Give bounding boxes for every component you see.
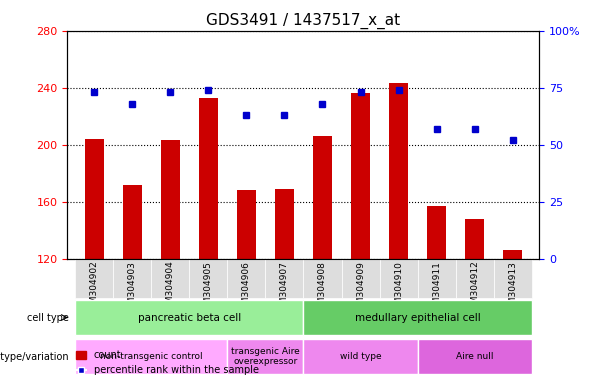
Bar (123, 185, 142, 259)
Text: GSM304910: GSM304910 (394, 261, 403, 316)
Bar (503, 250, 522, 259)
FancyBboxPatch shape (303, 339, 417, 374)
Bar (85, 139, 104, 259)
Bar (351, 93, 370, 259)
FancyBboxPatch shape (75, 259, 113, 298)
FancyBboxPatch shape (189, 259, 227, 298)
FancyBboxPatch shape (303, 259, 341, 298)
Text: GSM304902: GSM304902 (89, 261, 99, 315)
FancyBboxPatch shape (113, 259, 151, 298)
Legend: count, percentile rank within the sample: count, percentile rank within the sample (72, 346, 262, 379)
Text: GSM304908: GSM304908 (318, 261, 327, 316)
Text: transgenic Aire
overexpressor: transgenic Aire overexpressor (231, 347, 300, 366)
Text: medullary epithelial cell: medullary epithelial cell (355, 313, 481, 323)
FancyBboxPatch shape (493, 259, 532, 298)
Bar (275, 189, 294, 259)
Text: non-transgenic control: non-transgenic control (100, 352, 202, 361)
Text: wild type: wild type (340, 352, 381, 361)
FancyBboxPatch shape (417, 259, 455, 298)
Text: pancreatic beta cell: pancreatic beta cell (137, 313, 241, 323)
FancyBboxPatch shape (265, 259, 303, 298)
Text: GSM304903: GSM304903 (128, 261, 137, 316)
FancyBboxPatch shape (455, 259, 493, 298)
FancyBboxPatch shape (341, 259, 379, 298)
Text: GSM304905: GSM304905 (204, 261, 213, 316)
Title: GDS3491 / 1437517_x_at: GDS3491 / 1437517_x_at (207, 13, 400, 29)
FancyBboxPatch shape (75, 300, 303, 335)
Bar (199, 98, 218, 259)
Text: GSM304909: GSM304909 (356, 261, 365, 316)
FancyBboxPatch shape (303, 300, 532, 335)
Text: genotype/variation: genotype/variation (0, 352, 69, 362)
Text: GSM304907: GSM304907 (280, 261, 289, 316)
FancyBboxPatch shape (75, 339, 227, 374)
Text: GSM304913: GSM304913 (508, 261, 517, 316)
Bar (389, 83, 408, 259)
Text: cell type: cell type (28, 313, 69, 323)
Bar (161, 141, 180, 259)
Bar (237, 190, 256, 259)
FancyBboxPatch shape (227, 339, 303, 374)
FancyBboxPatch shape (151, 259, 189, 298)
Text: GSM304906: GSM304906 (242, 261, 251, 316)
FancyBboxPatch shape (417, 339, 532, 374)
FancyBboxPatch shape (379, 259, 417, 298)
Bar (427, 206, 446, 259)
Bar (465, 219, 484, 259)
FancyBboxPatch shape (227, 259, 265, 298)
Text: GSM304912: GSM304912 (470, 261, 479, 315)
Text: GSM304904: GSM304904 (166, 261, 175, 315)
Bar (313, 136, 332, 259)
Text: Aire null: Aire null (456, 352, 493, 361)
Text: GSM304911: GSM304911 (432, 261, 441, 316)
